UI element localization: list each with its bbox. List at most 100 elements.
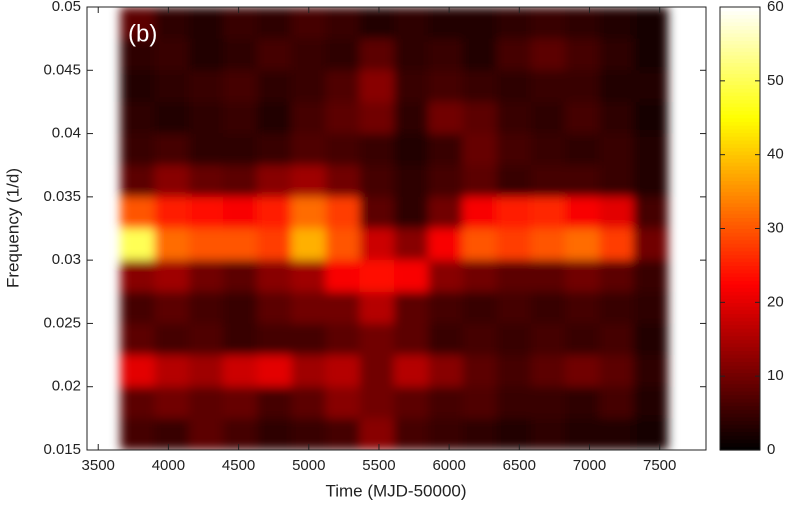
heatmap-cell bbox=[565, 323, 600, 356]
colorbar-swatch bbox=[720, 298, 760, 303]
heatmap-cell bbox=[188, 355, 224, 388]
heatmap-cell bbox=[325, 133, 361, 166]
heatmap-cell bbox=[188, 291, 224, 324]
colorbar-swatch bbox=[720, 95, 760, 100]
heatmap-cell bbox=[565, 386, 600, 419]
y-axis-label: Frequency (1/d) bbox=[3, 168, 22, 288]
heatmap-cell bbox=[154, 291, 190, 324]
heatmap-cell bbox=[428, 386, 463, 419]
heatmap-cell bbox=[325, 165, 361, 198]
colorbar-swatch bbox=[720, 29, 760, 34]
heatmap-cell bbox=[222, 228, 258, 261]
heatmap-cell bbox=[393, 38, 429, 71]
colorbar-swatch bbox=[720, 10, 760, 15]
colorbar-swatch bbox=[720, 405, 760, 410]
colorbar-swatch bbox=[720, 446, 760, 451]
heatmap-cell bbox=[222, 355, 258, 388]
heatmap-cell bbox=[188, 386, 224, 419]
colorbar-swatch bbox=[720, 394, 760, 399]
heatmap-cell bbox=[633, 101, 669, 135]
colorbar-swatch bbox=[720, 84, 760, 89]
heatmap-cell bbox=[188, 260, 224, 293]
colorbar-swatch bbox=[720, 317, 760, 322]
colorbar-swatch bbox=[720, 379, 760, 385]
colorbar-swatch bbox=[720, 416, 760, 422]
x-tick-label: 7500 bbox=[643, 457, 676, 474]
colorbar-swatch bbox=[720, 409, 760, 414]
colorbar-swatch bbox=[720, 306, 760, 311]
heatmap-cell bbox=[462, 291, 498, 324]
heatmap-cell bbox=[496, 260, 532, 293]
heatmap-cell bbox=[428, 165, 463, 198]
heatmap-cell bbox=[599, 291, 634, 324]
heatmap-cell bbox=[222, 291, 258, 324]
heatmap-cell bbox=[496, 355, 532, 388]
colorbar-swatch bbox=[720, 269, 760, 274]
heatmap-cell bbox=[325, 418, 361, 450]
heatmap-cell bbox=[599, 165, 634, 198]
heatmap-cell bbox=[393, 101, 429, 135]
colorbar-swatch bbox=[720, 272, 760, 278]
heatmap-cell bbox=[222, 7, 258, 40]
heatmap-cell bbox=[393, 418, 429, 450]
y-tick-label: 0.015 bbox=[43, 441, 81, 458]
heatmap-cell bbox=[530, 70, 566, 103]
heatmap-cell bbox=[222, 386, 258, 419]
colorbar-swatch bbox=[720, 54, 760, 60]
colorbar-swatch bbox=[720, 324, 760, 329]
heatmap-cell bbox=[530, 228, 566, 261]
y-tick-label: 0.03 bbox=[52, 251, 81, 268]
heatmap-cell bbox=[154, 70, 190, 103]
heatmap-cell bbox=[393, 70, 429, 103]
colorbar-swatch bbox=[720, 69, 760, 75]
heatmap-cell bbox=[428, 291, 463, 324]
heatmap-cell bbox=[325, 101, 361, 135]
heatmap-cell bbox=[154, 165, 190, 198]
heatmap-cell bbox=[120, 133, 156, 166]
colorbar-swatch bbox=[720, 243, 760, 248]
colorbar-swatch bbox=[720, 309, 760, 315]
heatmap-cell bbox=[599, 386, 634, 419]
heatmap-cell bbox=[496, 228, 532, 261]
colorbar-swatch bbox=[720, 58, 760, 63]
heatmap-cell bbox=[154, 386, 190, 419]
heatmap-cell bbox=[462, 165, 498, 198]
colorbar-swatch bbox=[720, 435, 760, 440]
heatmap-cell bbox=[428, 70, 463, 103]
heatmap-cell bbox=[257, 70, 292, 103]
heatmap-cell bbox=[257, 386, 292, 419]
colorbar-swatch bbox=[720, 198, 760, 204]
heatmap-cell bbox=[359, 38, 395, 71]
heatmap-cell bbox=[154, 38, 190, 71]
colorbar-swatch bbox=[720, 320, 760, 326]
colorbar-swatch bbox=[720, 291, 760, 296]
heatmap-cell bbox=[257, 101, 292, 135]
colorbar-swatch bbox=[720, 195, 760, 200]
heatmap-cell bbox=[188, 418, 224, 450]
y-tick-label: 0.05 bbox=[52, 0, 81, 15]
colorbar-swatch bbox=[720, 136, 760, 141]
heatmap-cell bbox=[359, 133, 395, 166]
heatmap-cell bbox=[154, 418, 190, 450]
heatmap-cell bbox=[462, 7, 498, 40]
heatmap-cell bbox=[291, 165, 327, 198]
heatmap-cell bbox=[633, 386, 669, 419]
heatmap-cell bbox=[359, 101, 395, 135]
y-tick-label: 0.02 bbox=[52, 378, 81, 395]
colorbar-swatch bbox=[720, 180, 760, 185]
heatmap-cell bbox=[496, 196, 532, 229]
heatmap-cell bbox=[188, 101, 224, 135]
colorbar-swatch bbox=[720, 80, 760, 86]
heatmap-cell bbox=[633, 228, 669, 261]
heatmap-cell bbox=[325, 323, 361, 356]
heatmap-cell bbox=[120, 196, 156, 229]
colorbar-swatch bbox=[720, 387, 760, 392]
colorbar-swatch bbox=[720, 283, 760, 289]
colorbar-swatch bbox=[720, 438, 760, 444]
heatmap-cell bbox=[291, 260, 327, 293]
colorbar-swatch bbox=[720, 331, 760, 337]
colorbar-swatch bbox=[720, 62, 760, 67]
colorbar-swatch bbox=[720, 51, 760, 56]
colorbar-swatch bbox=[720, 376, 760, 381]
colorbar-swatch bbox=[720, 114, 760, 119]
